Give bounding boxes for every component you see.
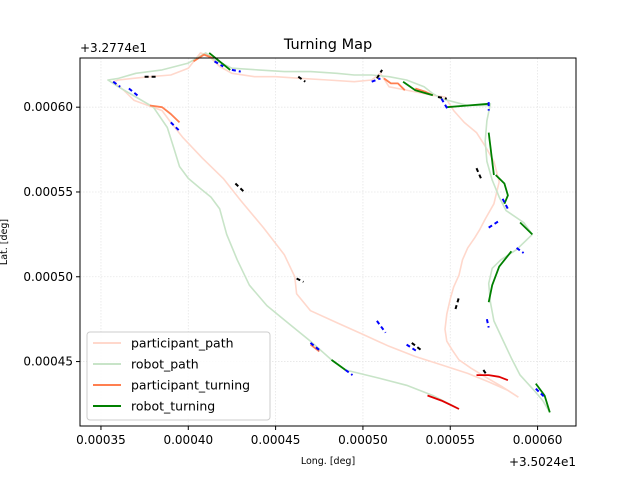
y-tick-label: 0.00060: [23, 100, 73, 114]
x-tick-label: 0.00040: [163, 433, 213, 447]
red-segments-segment: [427, 394, 460, 410]
blue-dashes-segment: [406, 343, 418, 353]
x-tick-label: 0.00050: [338, 433, 388, 447]
black-dashes-segment: [297, 75, 306, 83]
blue-dashes-segment: [112, 80, 121, 88]
blue-dashes-segment: [231, 68, 241, 73]
plot-series: [107, 52, 551, 413]
chart-title: Turning Map: [283, 37, 372, 53]
red-segments-segment: [476, 374, 509, 382]
robot-turning-segment: [446, 102, 489, 109]
blue-dashes-segment: [501, 198, 509, 210]
black-dashes-segment: [411, 342, 422, 351]
y-tick-label: 0.00050: [23, 270, 73, 284]
x-tick-label: 0.00055: [425, 433, 475, 447]
legend-label: robot_turning: [131, 399, 215, 414]
robot-turning-segment: [402, 80, 434, 97]
x-tick-label: 0.00060: [513, 433, 563, 447]
robot-turning-segment: [487, 250, 513, 303]
blue-dashes-segment: [440, 98, 450, 112]
blue-dashes-segment: [170, 121, 181, 132]
blue-dashes-segment: [376, 320, 387, 334]
blue-dashes-segment: [485, 318, 490, 328]
y-tick-label: 0.00055: [23, 185, 73, 199]
y-tick-label: 0.00045: [23, 355, 73, 369]
legend-label: participant_turning: [131, 378, 250, 393]
blue-dashes-segment: [213, 60, 224, 68]
participant-path-line: [112, 52, 519, 398]
robot-turning-segment: [535, 383, 551, 413]
participant-turning-segment: [383, 77, 406, 91]
blue-dashes-segment: [344, 369, 354, 376]
participant-turning-segment: [309, 343, 320, 353]
black-dashes-segment: [454, 296, 460, 310]
blue-dashes-segment: [371, 77, 381, 83]
legend: participant_path robot_path participant_tu…: [86, 331, 271, 421]
robot-turning-segment: [487, 132, 495, 176]
black-dashes-segment: [482, 369, 488, 376]
x-tick-label: 0.00035: [76, 433, 126, 447]
blue-dashes-segment: [516, 247, 525, 254]
black-dashes-segment: [475, 167, 483, 181]
black-dashes-segment: [296, 277, 304, 283]
robot-turning-segment: [330, 359, 347, 371]
robot-turning-segment: [495, 174, 509, 205]
legend-label: robot_path: [131, 357, 199, 372]
legend-box: [86, 331, 271, 421]
black-dashes-segment: [437, 96, 447, 100]
y-offset-label: +3.2774e1: [80, 41, 147, 55]
robot-turning-segment: [519, 221, 533, 236]
axes-frame: [79, 57, 577, 427]
y-axis-label: Lat. [deg]: [0, 219, 10, 265]
participant-turning-segment: [149, 104, 181, 124]
blue-dashes-segment: [535, 387, 546, 398]
participant-turning-segment: [193, 53, 214, 63]
blue-dashes-segment: [488, 219, 500, 229]
axis-ticks: 0.00035 0.00040 0.00045 0.00050 0.00055 0.000…: [23, 100, 562, 447]
robot-path-line: [107, 52, 551, 413]
robot-turning-segment: [208, 52, 231, 71]
grid: [80, 58, 576, 426]
black-dashes-segment: [376, 69, 383, 79]
legend-label: participant_path: [131, 336, 234, 351]
x-offset-label: +3.5024e1: [509, 455, 576, 469]
black-dashes-segment: [234, 182, 245, 193]
x-tick-label: 0.00045: [251, 433, 301, 447]
blue-dashes-segment: [128, 87, 141, 98]
x-axis-label: Long. [deg]: [301, 456, 355, 467]
blue-dashes-segment: [309, 342, 322, 353]
